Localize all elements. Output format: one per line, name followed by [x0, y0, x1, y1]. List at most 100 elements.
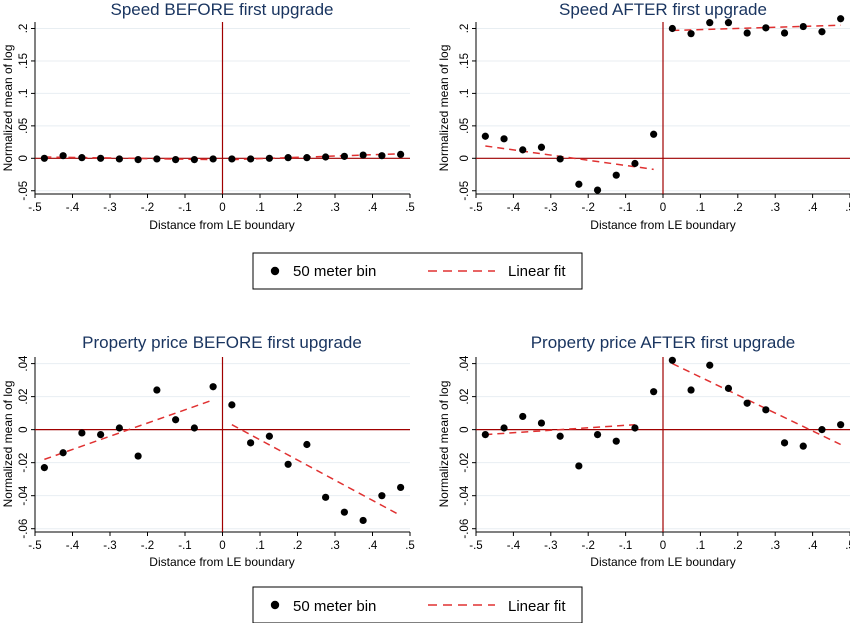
data-point	[593, 186, 602, 194]
data-point	[724, 384, 733, 392]
data-point	[172, 416, 180, 424]
x-tick-label: -.1	[619, 540, 632, 552]
data-point	[668, 356, 676, 364]
y-tick-label: .2	[18, 24, 30, 34]
data-point	[134, 156, 142, 164]
y-tick-label: .02	[18, 389, 30, 405]
x-tick-label: .2	[293, 202, 303, 214]
x-tick-label: 0	[660, 540, 666, 552]
x-tick-label: -.5	[28, 540, 41, 552]
data-point	[837, 421, 845, 429]
plot-layer: -.06 -.04 -.02 0 .02 .04 -.5 -.4 -.3 -.2 -.1 0 .1 .2.…	[18, 355, 415, 552]
data-point	[612, 437, 620, 445]
data-point	[556, 155, 564, 163]
x-tick-label: .3	[770, 202, 780, 214]
x-tick-label: 0	[219, 540, 225, 552]
fit-line	[672, 24, 841, 32]
fit-line	[231, 153, 401, 161]
data-point	[59, 152, 67, 160]
data-point	[134, 452, 142, 460]
data-point	[519, 412, 527, 421]
x-tick-label: .4	[808, 202, 818, 214]
fit-line	[485, 423, 635, 436]
data-point	[780, 29, 789, 37]
y-tick-label: -.02	[459, 453, 471, 473]
data-point	[397, 483, 405, 492]
panel-title: Speed BEFORE first upgrade	[110, 0, 333, 19]
x-tick-label: -.5	[469, 202, 482, 214]
x-tick-label: 0	[219, 202, 225, 214]
x-tick-label: .4	[368, 540, 378, 552]
fit-line	[672, 362, 841, 446]
legend-label-bin: 50 meter bin	[293, 598, 376, 615]
data-point	[322, 493, 330, 501]
y-tick-label: .2	[459, 24, 471, 34]
x-tick-label: .3	[330, 540, 340, 552]
y-tick-label: .15	[18, 53, 30, 69]
data-point	[743, 399, 751, 407]
data-point	[481, 430, 489, 439]
y-tick-label: .04	[18, 355, 30, 372]
panel-title: Speed AFTER first upgrade	[559, 0, 767, 19]
data-point	[40, 154, 48, 162]
y-tick-label: -.02	[18, 453, 30, 473]
x-tick-label: -.5	[28, 202, 41, 214]
fit-line	[44, 399, 214, 461]
x-tick-label: -.2	[581, 202, 594, 214]
data-point	[284, 460, 292, 468]
data-point	[612, 171, 620, 179]
data-point	[97, 430, 105, 439]
x-tick-label: -.4	[507, 540, 521, 552]
y-axis-label: Normalized mean of log	[437, 45, 451, 172]
data-point	[706, 19, 714, 27]
data-point	[818, 426, 826, 434]
data-point	[78, 429, 86, 437]
legend-label-fit: Linear fit	[508, 598, 566, 615]
legend-top: 50 meter bin Linear fit	[252, 252, 583, 290]
x-tick-label: -.3	[544, 540, 557, 552]
panel-speed-before: -.05 0 .05 .1 .15 .2 -.5 -.4 -.3 -.2 -.1 0 .1 .2 .3 .4.…	[1, 0, 415, 232]
data-point	[500, 135, 508, 143]
y-tick-label: -.04	[459, 485, 471, 505]
data-point	[650, 130, 658, 138]
data-point	[359, 151, 367, 159]
x-tick-label: .5	[845, 540, 850, 552]
x-tick-label: 0	[660, 202, 666, 214]
data-point	[190, 424, 198, 432]
data-point	[209, 155, 217, 163]
x-axis-label: Distance from LE boundary	[149, 555, 294, 569]
legend-box	[252, 252, 583, 290]
y-tick-label: .1	[459, 89, 471, 99]
x-tick-label: .2	[293, 540, 303, 552]
data-point	[799, 22, 807, 31]
x-tick-label: .2	[733, 540, 743, 552]
y-tick-label: -.05	[18, 181, 30, 201]
data-point	[537, 143, 546, 151]
x-tick-label: -.2	[581, 540, 594, 552]
data-point	[284, 154, 292, 162]
x-tick-label: -.1	[178, 202, 191, 214]
data-point	[575, 462, 583, 470]
data-point	[115, 155, 123, 163]
data-point	[303, 440, 311, 449]
data-point	[228, 401, 236, 409]
x-tick-label: .2	[733, 202, 743, 214]
y-tick-label: .1	[18, 89, 30, 99]
fit-line	[231, 424, 401, 517]
legend-label-bin: 50 meter bin	[293, 263, 376, 280]
x-axis-label: Distance from LE boundary	[590, 218, 735, 232]
legend-box	[252, 586, 583, 623]
x-tick-label: .4	[368, 202, 378, 214]
data-point	[706, 361, 714, 369]
data-point	[247, 439, 255, 447]
y-tick-label: .05	[18, 118, 30, 134]
data-point	[556, 432, 564, 440]
x-axis-label: Distance from LE boundary	[590, 555, 735, 569]
data-point	[724, 19, 733, 27]
x-tick-label: -.1	[178, 540, 191, 552]
data-point	[40, 464, 48, 472]
y-tick-label: -.05	[459, 181, 471, 201]
data-point	[799, 442, 807, 450]
y-tick-label: 0	[459, 426, 471, 432]
data-point	[481, 132, 489, 140]
